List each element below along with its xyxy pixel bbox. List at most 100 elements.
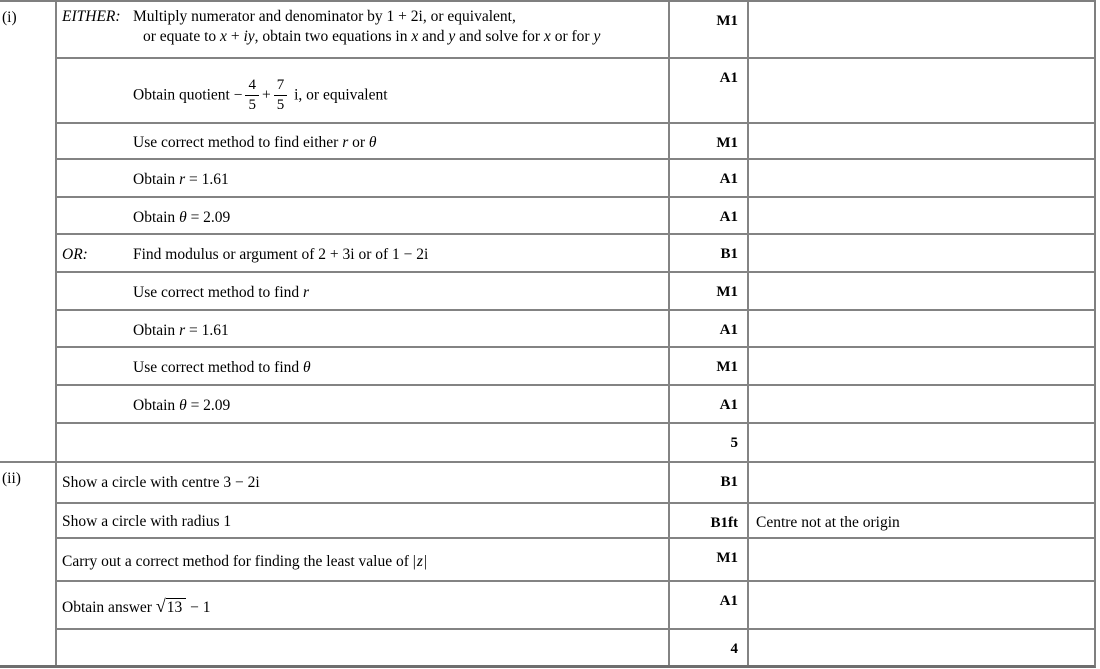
abs-bar: | <box>412 553 416 570</box>
description-text: Obtain r = 1.61 <box>133 170 662 190</box>
fraction-numerator: 7 <box>273 77 288 97</box>
description-cell: Obtain θ = 2.09 <box>55 198 668 235</box>
mark-code: M1 <box>716 359 738 375</box>
description-text: Obtain quotient −4 5 +7 5 i, or equivalent <box>133 77 662 115</box>
mark-code: A1 <box>719 397 738 413</box>
mark-code: 5 <box>730 435 739 451</box>
description-cell: Use correct method to find θ <box>55 348 668 386</box>
description-cell: Obtain quotient −4 5 +7 5 i, or equivalent <box>55 59 668 124</box>
text-run: and <box>418 28 449 45</box>
math-variable: x <box>543 28 551 45</box>
mark-code: 4 <box>730 641 739 657</box>
text-run: or equate to <box>143 28 221 45</box>
mark-cell: 5 <box>668 424 747 463</box>
comment-cell <box>747 424 1094 463</box>
text-run: = 2.09 <box>186 209 231 226</box>
text-run: Obtain <box>133 397 180 414</box>
text-run: Obtain answer <box>62 599 156 616</box>
comment-cell <box>747 463 1094 504</box>
math-variable: r <box>179 171 186 188</box>
comment-cell <box>747 386 1094 424</box>
text-run: − 1 <box>186 599 211 616</box>
text-run: Show a circle with centre 3 − 2i <box>62 474 260 491</box>
text-run: Use correct method to find either <box>133 134 343 151</box>
math-variable: x <box>220 28 227 45</box>
method-label: OR: <box>62 246 88 263</box>
description-text: Carry out a correct method for finding t… <box>62 552 662 572</box>
mark-cell: M1 <box>668 124 747 160</box>
math-variable: r <box>303 284 310 301</box>
mark-code: B1ft <box>710 515 739 531</box>
mark-cell: 4 <box>668 630 747 665</box>
mark-code: A1 <box>719 322 738 338</box>
description-text: Obtain answer √13 − 1 <box>62 596 662 618</box>
text-run: Obtain <box>133 322 180 339</box>
method-label: EITHER: <box>62 8 121 25</box>
mark-code: M1 <box>716 550 738 566</box>
text-run: and solve for <box>455 28 544 45</box>
comment-cell <box>747 59 1094 124</box>
text-run: + <box>261 86 271 104</box>
text-run: Carry out a correct method for finding t… <box>62 553 413 570</box>
comment-text: Centre not at the origin <box>756 514 900 531</box>
fraction-numerator: 4 <box>245 77 259 97</box>
mark-cell: M1 <box>668 273 747 311</box>
mark-cell: A1 <box>668 582 747 630</box>
text-run: Show a circle with radius 1 <box>62 513 232 530</box>
part-label: (i) <box>2 9 17 26</box>
abs-expression: |z| <box>413 553 427 570</box>
comment-cell <box>747 348 1094 386</box>
mark-cell: B1ft <box>668 504 747 539</box>
text-run: + <box>226 28 244 45</box>
description-text: Find modulus or argument of 2 + 3i or of… <box>133 245 662 265</box>
comment-cell <box>747 124 1094 160</box>
comment-cell <box>747 2 1094 59</box>
mark-cell: A1 <box>668 198 747 235</box>
part-label-cell: (i) <box>0 2 55 463</box>
text-run: Multiply numerator and denominator by 1 … <box>133 8 516 25</box>
mark-cell: B1 <box>668 235 747 273</box>
description-cell: Obtain r = 1.61 <box>55 311 668 348</box>
math-variable: θ <box>179 397 187 414</box>
text-run: = 1.61 <box>185 322 229 339</box>
description-cell: Use correct method to find r <box>55 273 668 311</box>
math-variable: x <box>411 28 419 45</box>
comment-cell: Centre not at the origin <box>747 504 1094 539</box>
comment-cell <box>747 582 1094 630</box>
text-run: or for <box>550 28 594 45</box>
abs-bar: | <box>423 553 428 570</box>
description-cell <box>55 630 668 665</box>
description-text: Show a circle with centre 3 − 2i <box>62 473 662 493</box>
description-cell <box>55 424 668 463</box>
text-run: Find modulus or argument of 2 + 3i or of… <box>133 246 429 263</box>
part-label: (ii) <box>2 470 21 487</box>
sqrt-expression: √13 <box>156 596 187 616</box>
comment-cell <box>747 273 1094 311</box>
text-run: Obtain <box>133 171 180 188</box>
comment-cell <box>747 311 1094 348</box>
description-cell: Obtain r = 1.61 <box>55 160 668 198</box>
mark-cell: A1 <box>668 386 747 424</box>
mark-cell: M1 <box>668 2 747 59</box>
comment-cell <box>747 198 1094 235</box>
math-variable: θ <box>179 209 187 226</box>
description-cell: Use correct method to find either r or θ <box>55 124 668 160</box>
description-text: Use correct method to find either r or θ <box>133 133 662 153</box>
text-run: i, or equivalent <box>290 86 388 104</box>
description-cell: Carry out a correct method for finding t… <box>55 539 668 582</box>
description-text: Obtain θ = 2.09 <box>133 396 662 416</box>
math-variable: θ <box>368 134 377 151</box>
mark-code: M1 <box>716 13 738 29</box>
description-cell: Show a circle with centre 3 − 2i <box>55 463 668 504</box>
math-variable: y <box>448 28 456 45</box>
text-run: = 2.09 <box>186 397 231 414</box>
mark-code: A1 <box>719 209 738 225</box>
part-label-cell: (ii) <box>0 463 55 665</box>
mark-cell: A1 <box>668 59 747 124</box>
description-cell: Obtain answer √13 − 1 <box>55 582 668 630</box>
math-variable: z <box>416 553 423 570</box>
